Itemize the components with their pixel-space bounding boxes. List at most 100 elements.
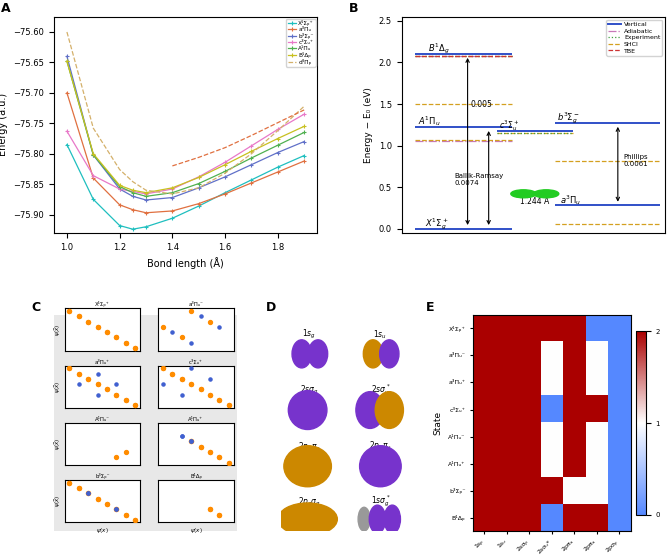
a³Πᵤ [195, 200, 203, 207]
Text: $2p_x\pi_u$: $2p_x\pi_u$ [298, 440, 321, 453]
b³Σₚ⁻ [195, 184, 203, 191]
c³Σᵤ⁺ [169, 186, 177, 192]
Text: $2p_y\pi_u$: $2p_y\pi_u$ [369, 440, 392, 453]
A¹Πᵤ [274, 142, 282, 149]
B¹Δₚ [195, 174, 203, 181]
Text: $\psi(\vec{x})$: $\psi(\vec{x})$ [53, 495, 63, 508]
a³Πᵤ [129, 206, 137, 213]
X¹Σₚ⁺ [195, 203, 203, 210]
Text: Phillips
0.0061: Phillips 0.0061 [623, 154, 648, 167]
Text: 0.005: 0.005 [470, 100, 492, 108]
a³Πᵤ [247, 179, 255, 186]
Text: $2s\sigma_u^*$: $2s\sigma_u^*$ [370, 382, 390, 397]
c³Σᵤ⁺ [300, 111, 308, 117]
d³Πₚ [221, 170, 229, 177]
d³Πₚ [142, 187, 150, 193]
Text: $a^3\Pi_u$: $a^3\Pi_u$ [560, 193, 581, 207]
c³Σᵤ⁺ [195, 173, 203, 180]
Ellipse shape [292, 340, 311, 368]
X¹Σₚ⁺ [129, 226, 137, 233]
X¹Σₚ⁺ [169, 215, 177, 221]
Ellipse shape [278, 503, 337, 536]
B¹Δₚ [221, 162, 229, 168]
B¹Δₚ [247, 148, 255, 155]
B¹Δₚ [129, 187, 137, 193]
d³Πₚ [274, 127, 282, 134]
B¹Δₚ [274, 135, 282, 142]
Text: a³Πᵤ⁻: a³Πᵤ⁻ [189, 302, 204, 307]
Ellipse shape [288, 391, 327, 429]
Text: B¹Δₚ: B¹Δₚ [190, 473, 202, 479]
Text: Ballik-Ramsay
0.0074: Ballik-Ramsay 0.0074 [454, 173, 503, 187]
Text: D: D [266, 301, 276, 314]
c³Σᵤ⁺ [89, 172, 97, 179]
a³Πᵤ [142, 210, 150, 216]
Text: $b^3\Sigma_g^-$: $b^3\Sigma_g^-$ [557, 111, 580, 126]
A¹Πᵤ [116, 183, 124, 190]
d³Πₚ [63, 29, 71, 35]
Text: b³Σₚ⁻: b³Σₚ⁻ [95, 473, 110, 479]
Text: A: A [1, 2, 11, 16]
X¹Σₚ⁺ [247, 177, 255, 183]
Text: $2s\sigma_g$: $2s\sigma_g$ [300, 384, 319, 397]
Text: $1s_g$: $1s_g$ [302, 328, 316, 341]
Text: $c^3\Sigma_u^+$: $c^3\Sigma_u^+$ [499, 119, 519, 134]
A¹Πᵤ [142, 193, 150, 200]
Text: 1.244 Å: 1.244 Å [520, 197, 550, 206]
d³Πₚ [116, 166, 124, 173]
d³Πₚ [195, 184, 203, 191]
A¹Πᵤ [195, 180, 203, 187]
X¹Σₚ⁺ [63, 141, 71, 148]
Legend: Vertical, Adiabatic, Experiment, SHCI, TBE: Vertical, Adiabatic, Experiment, SHCI, T… [606, 20, 662, 55]
B¹Δₚ [116, 182, 124, 189]
c³Σᵤ⁺ [63, 128, 71, 135]
A¹Πᵤ [89, 151, 97, 158]
Text: B: B [349, 2, 358, 16]
Line: B¹Δₚ: B¹Δₚ [65, 59, 306, 195]
a³Πᵤ [89, 175, 97, 182]
Ellipse shape [360, 446, 401, 487]
c³Σᵤ⁺ [221, 159, 229, 165]
Text: A¹Πᵤ⁻: A¹Πᵤ⁻ [95, 417, 110, 422]
a³Πᵤ [300, 158, 308, 164]
B¹Δₚ [89, 150, 97, 157]
Y-axis label: State: State [433, 411, 443, 435]
c³Σᵤ⁺ [116, 186, 124, 192]
b³Σₚ⁻ [129, 193, 137, 200]
Line: X¹Σₚ⁺: X¹Σₚ⁺ [65, 142, 306, 231]
b³Σₚ⁻ [274, 149, 282, 156]
Text: $\psi(\vec{x})$: $\psi(\vec{x})$ [53, 438, 63, 450]
Y-axis label: Energy − E₀ (eV): Energy − E₀ (eV) [364, 87, 373, 163]
Ellipse shape [284, 446, 331, 487]
a³Πᵤ [221, 191, 229, 197]
Text: c³Σᵤ⁺: c³Σᵤ⁺ [189, 359, 203, 364]
b³Σₚ⁻ [63, 53, 71, 60]
Ellipse shape [364, 340, 382, 368]
Ellipse shape [369, 505, 386, 533]
d³Πₚ [89, 125, 97, 131]
a³Πᵤ [169, 207, 177, 214]
Text: $\psi(x)$: $\psi(x)$ [96, 525, 109, 534]
X¹Σₚ⁺ [89, 196, 97, 203]
Text: X¹Σₚ⁺: X¹Σₚ⁺ [95, 301, 110, 307]
b³Σₚ⁻ [116, 186, 124, 192]
X¹Σₚ⁺ [300, 152, 308, 159]
Ellipse shape [384, 505, 401, 533]
Text: A¹Πᵤ⁺: A¹Πᵤ⁺ [188, 417, 204, 422]
a³Πᵤ [116, 201, 124, 208]
A¹Πᵤ [221, 168, 229, 175]
X¹Σₚ⁺ [116, 222, 124, 229]
c³Σᵤ⁺ [247, 143, 255, 149]
Line: a³Πᵤ: a³Πᵤ [65, 91, 306, 215]
Line: A¹Πᵤ: A¹Πᵤ [65, 59, 306, 199]
A¹Πᵤ [169, 190, 177, 196]
b³Σₚ⁻ [247, 162, 255, 168]
b³Σₚ⁻ [142, 197, 150, 203]
Ellipse shape [356, 392, 384, 428]
X¹Σₚ⁺ [274, 164, 282, 170]
A¹Πᵤ [63, 58, 71, 64]
B¹Δₚ [63, 58, 71, 64]
Line: c³Σᵤ⁺: c³Σᵤ⁺ [65, 112, 306, 196]
Text: $\psi(\vec{x})$: $\psi(\vec{x})$ [53, 324, 63, 335]
b³Σₚ⁻ [221, 173, 229, 180]
